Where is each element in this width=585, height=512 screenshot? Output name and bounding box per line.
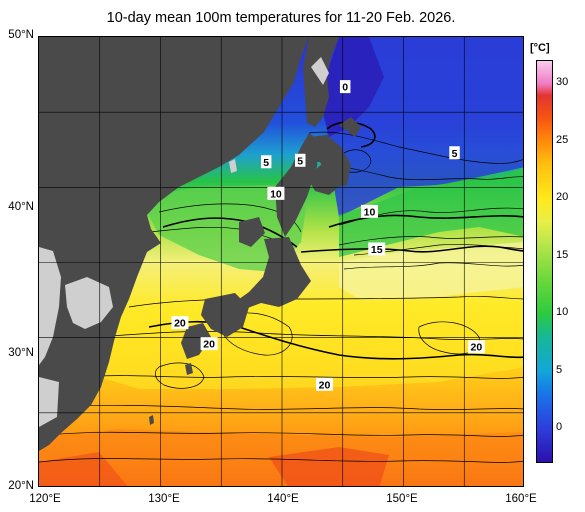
- map-panel: 0 5 5 5 10 10 15 20 20 20 20: [38, 36, 524, 487]
- svg-text:20: 20: [203, 339, 215, 351]
- svg-text:10: 10: [364, 206, 376, 218]
- temperature-colorbar: [536, 60, 553, 463]
- land-masses: [39, 37, 361, 451]
- svg-text:20: 20: [319, 379, 331, 391]
- contour-labels: 0 5 5 5 10 10 15 20 20 20 20: [171, 80, 485, 391]
- contour-label: 20: [467, 340, 485, 354]
- temperature-zones: [39, 37, 523, 486]
- contour-label: 5: [260, 155, 272, 169]
- contour-label: 20: [200, 337, 218, 351]
- svg-text:20: 20: [174, 318, 186, 330]
- colorbar-tick-label: 30: [556, 76, 569, 89]
- lat-label-40: 40°N: [8, 201, 34, 213]
- colorbar-tick-label: 25: [556, 133, 569, 146]
- lon-label-120: 120°E: [29, 493, 61, 505]
- svg-text:15: 15: [371, 244, 383, 256]
- contour-label: 5: [449, 146, 460, 160]
- lon-label-160: 160°E: [505, 493, 537, 505]
- colorbar-tick-label: 10: [556, 306, 569, 319]
- lat-label-50: 50°N: [8, 29, 34, 41]
- colorbar-tick-label: 20: [556, 191, 569, 204]
- map-title: 10-day mean 100m temperatures for 11-20 …: [106, 10, 456, 26]
- contour-label: 10: [267, 186, 285, 200]
- svg-text:20: 20: [471, 342, 483, 354]
- lat-label-20: 20°N: [8, 480, 34, 492]
- lon-label-130: 130°E: [148, 493, 180, 505]
- contour-label: 20: [316, 377, 334, 391]
- svg-text:5: 5: [297, 155, 303, 167]
- contour-label: 15: [368, 242, 386, 256]
- colorbar-unit: [°C]: [530, 42, 550, 54]
- svg-text:10: 10: [270, 188, 282, 200]
- lat-lon-grid: [39, 37, 523, 486]
- colorbar-tick-label: 0: [556, 421, 563, 434]
- svg-text:5: 5: [452, 148, 458, 160]
- lon-label-150: 150°E: [386, 493, 418, 505]
- svg-text:0: 0: [342, 82, 348, 94]
- colorbar-tick-label: 15: [556, 248, 569, 261]
- lon-label-140: 140°E: [267, 493, 299, 505]
- contour-label: 0: [339, 80, 351, 94]
- svg-text:5: 5: [263, 157, 269, 169]
- colorbar-tick-label: 5: [556, 363, 563, 376]
- contour-label: 10: [360, 204, 378, 218]
- contour-label: 20: [171, 316, 189, 330]
- lat-label-30: 30°N: [8, 347, 34, 359]
- contour-label: 5: [294, 153, 306, 167]
